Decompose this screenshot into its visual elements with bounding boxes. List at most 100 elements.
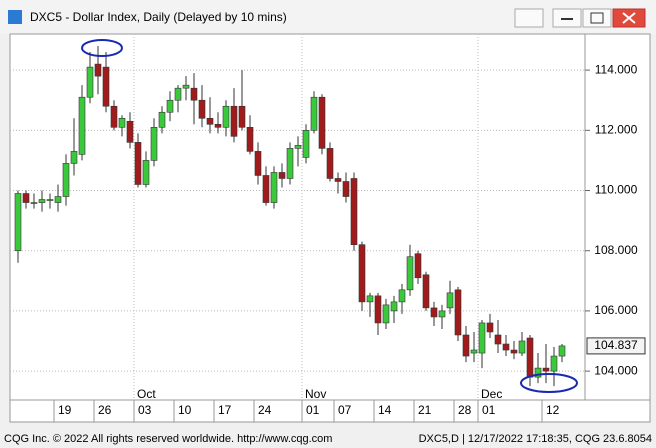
- candle-body: [110, 105, 118, 128]
- x-tick-label: 19: [58, 403, 72, 417]
- highlight-ellipse: [81, 39, 123, 57]
- candle-body: [342, 181, 350, 197]
- candle-body: [150, 127, 158, 161]
- candle-body: [190, 87, 198, 101]
- candle-body: [302, 130, 310, 158]
- last-price-label: 104.837: [594, 338, 638, 352]
- candle-body: [526, 337, 534, 378]
- candle-body: [262, 175, 270, 203]
- y-tick-label: 108.000: [594, 243, 638, 257]
- month-label: Dec: [481, 387, 502, 401]
- candle-body: [406, 256, 414, 291]
- candle-body: [22, 193, 30, 203]
- candle-body: [486, 322, 494, 333]
- candle-body: [206, 117, 214, 125]
- link-button[interactable]: [514, 8, 544, 28]
- candle-body: [414, 253, 422, 279]
- candle-body: [470, 349, 478, 354]
- candle-body: [54, 196, 62, 203]
- candle-body: [126, 120, 134, 143]
- candle-body: [14, 193, 22, 252]
- candle-body: [550, 355, 558, 372]
- candle-body: [78, 96, 86, 155]
- candle-body: [422, 274, 430, 309]
- x-tick-label: 10: [178, 403, 192, 417]
- y-tick-label: 104.000: [594, 363, 638, 377]
- candle-body: [390, 301, 398, 312]
- candle-body: [310, 96, 318, 131]
- candle-body: [174, 87, 182, 101]
- candle-body: [214, 123, 222, 128]
- x-tick-label: 21: [418, 403, 432, 417]
- candle-body: [238, 105, 246, 128]
- candle-body: [502, 343, 510, 351]
- candle-body: [446, 292, 454, 309]
- x-tick-label: 26: [98, 403, 112, 417]
- last-price-box: [586, 337, 646, 355]
- candle-body: [558, 345, 566, 357]
- candle-body: [182, 84, 190, 89]
- footer-status: DXC5,D | 12/17/2022 17:18:35, CQG 23.6.8…: [419, 433, 652, 445]
- y-tick-label: 106.000: [594, 303, 638, 317]
- x-tick-label: 03: [138, 403, 152, 417]
- candle-body: [70, 151, 78, 164]
- maximize-button[interactable]: [582, 8, 612, 28]
- close-icon: [622, 12, 636, 24]
- candle-body: [30, 202, 38, 204]
- candle-body: [278, 172, 286, 179]
- candle-body: [462, 334, 470, 357]
- footer-copyright: CQG Inc. © 2022 All rights reserved worl…: [4, 433, 332, 445]
- x-tick-label: 12: [546, 403, 560, 417]
- candle-body: [118, 117, 126, 128]
- candle-body: [254, 151, 262, 176]
- x-tick-label: 14: [378, 403, 392, 417]
- candle-body: [542, 367, 550, 372]
- y-tick-label: 110.000: [595, 183, 638, 197]
- candle-body: [86, 66, 94, 98]
- candle-body: [454, 289, 462, 336]
- y-tick-label: 112.000: [595, 122, 638, 136]
- month-label: Nov: [305, 387, 326, 401]
- candle-body: [142, 160, 150, 185]
- candle-body: [222, 105, 230, 128]
- maximize-icon: [590, 12, 604, 24]
- candle-body: [318, 96, 326, 149]
- candle-body: [94, 63, 102, 77]
- x-tick-label: 28: [458, 403, 472, 417]
- x-tick-label: 07: [338, 403, 352, 417]
- x-tick-label: 01: [306, 403, 320, 417]
- candle-body: [198, 99, 206, 119]
- app-icon: [8, 10, 22, 24]
- candle-body: [326, 148, 334, 179]
- title-bar: [0, 0, 656, 34]
- candle-body: [46, 199, 54, 201]
- candle-body: [358, 244, 366, 303]
- x-tick-label: 01: [482, 403, 496, 417]
- candle-body: [230, 105, 238, 137]
- candle-body: [270, 172, 278, 203]
- month-label: Oct: [137, 387, 156, 401]
- candle-body: [166, 99, 174, 113]
- time-axis: [9, 399, 651, 423]
- candle-body: [62, 163, 70, 197]
- candle-body: [510, 349, 518, 354]
- highlight-ellipse: [520, 373, 578, 393]
- candle-body: [382, 304, 390, 324]
- candle-body: [430, 307, 438, 318]
- chart: 104.000 106.000 108.000 110.000 112.000 114.0…: [10, 34, 646, 422]
- candle-body: [438, 310, 446, 318]
- candle-body: [246, 127, 254, 152]
- candle-body: [494, 334, 502, 345]
- candle-body: [294, 145, 302, 149]
- candle-body: [398, 289, 406, 303]
- candle-body: [478, 322, 486, 354]
- candle-body: [350, 178, 358, 245]
- candle-body: [102, 66, 110, 107]
- candle-body: [286, 148, 294, 179]
- candle-body: [134, 142, 142, 185]
- candle-body: [374, 295, 382, 324]
- y-tick-label: 114.000: [595, 62, 638, 76]
- x-tick-label: 17: [218, 403, 232, 417]
- candle-body: [366, 295, 374, 303]
